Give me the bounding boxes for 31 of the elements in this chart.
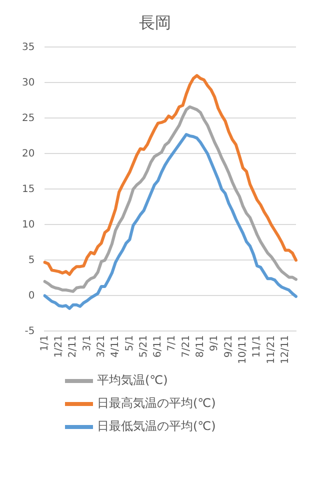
y-tick-label: 5 [28,254,35,266]
y-tick-label: 35 [22,42,35,53]
x-tick-label: 9/1 [209,335,220,352]
x-tick-label: 4/11 [110,335,122,358]
x-tick-label: 2/11 [68,335,79,358]
x-tick-label: 7/21 [180,335,192,358]
x-tick-label: 3/1 [82,335,93,352]
x-tick-label: 9/21 [223,335,234,358]
x-tick-label: 11/21 [266,335,277,364]
y-tick-label: -5 [24,326,35,337]
y-tick-label: 15 [22,184,35,195]
y-tick-label: 25 [22,112,35,124]
chart-title: 長岡 [139,12,171,32]
x-tick-label: 1/1 [39,335,50,352]
x-tick-label: 1/21 [53,335,64,358]
x-tick-label: 10/11 [238,335,249,364]
y-tick-label: 30 [22,77,35,88]
x-tick-label: 6/11 [152,335,164,358]
legend-label: 日最低気温の平均(℃) [97,418,216,435]
y-tick-label: 10 [22,219,35,230]
y-tick-label: 20 [22,148,35,160]
legend-label: 平均気温(℃) [97,372,168,389]
x-tick-label: 7/1 [166,335,178,352]
x-tick-label: 12/11 [280,335,291,364]
x-tick-label: 5/21 [138,335,150,358]
x-tick-label: 5/1 [124,335,136,352]
y-tick-label: 0 [28,290,35,302]
x-tick-label: 3/21 [96,335,107,358]
x-tick-label: 8/11 [195,335,206,358]
x-tick-label: 11/1 [252,335,263,358]
legend-label: 日最高気温の平均(℃) [97,395,216,412]
